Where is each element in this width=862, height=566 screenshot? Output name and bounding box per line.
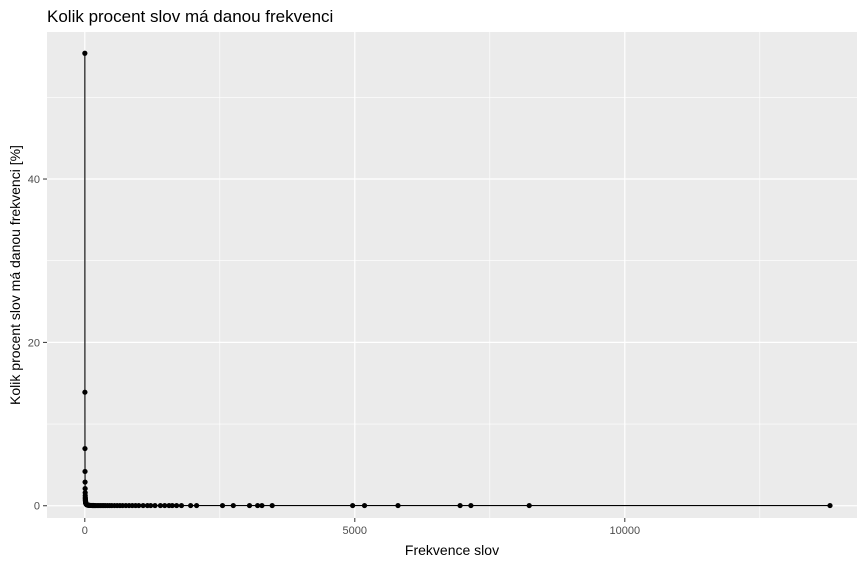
data-point-0-58 — [148, 502, 154, 509]
y-tick-label-1: 20 — [28, 337, 40, 349]
chart-title: Kolik procent slov má danou frekvenci — [47, 7, 333, 26]
data-point-0-2 — [82, 445, 88, 452]
data-point-0-74 — [350, 502, 356, 509]
y-tick-label-0: 0 — [34, 501, 40, 513]
data-point-0-0 — [82, 50, 88, 56]
data-point-0-67 — [193, 502, 200, 509]
data-point-0-80 — [827, 502, 833, 509]
data-point-0-71 — [255, 502, 261, 509]
x-tick-label-1: 5000 — [343, 525, 367, 537]
y-axis-title: Kolik procent slov má danou frekvenci [%… — [7, 145, 23, 405]
data-point-0-56 — [140, 502, 146, 509]
plot-panel — [47, 32, 857, 518]
data-point-0-60 — [157, 502, 163, 509]
data-point-0-76 — [395, 502, 401, 509]
data-point-0-68 — [219, 502, 226, 509]
y-tick-label-2: 40 — [28, 174, 40, 186]
data-point-0-61 — [162, 502, 168, 509]
data-point-0-73 — [269, 502, 275, 509]
data-point-0-78 — [468, 502, 474, 509]
axis-ticks — [43, 178, 626, 522]
data-point-0-70 — [246, 502, 253, 509]
data-point-0-5 — [82, 485, 88, 492]
data-point-0-79 — [526, 502, 532, 509]
x-tick-label-2: 10000 — [610, 525, 641, 537]
series-layer — [82, 50, 833, 509]
grid-minor-lines — [47, 32, 857, 518]
data-point-0-64 — [174, 502, 180, 509]
data-point-0-75 — [361, 502, 368, 509]
data-point-0-72 — [259, 502, 265, 509]
data-point-0-65 — [178, 502, 185, 509]
tick-labels: 0 5000 10000 0 20 40 — [28, 174, 640, 537]
data-point-0-3 — [82, 468, 88, 475]
x-tick-label-0: 0 — [82, 525, 88, 537]
data-point-0-63 — [169, 502, 175, 509]
data-point-0-69 — [230, 502, 236, 509]
data-point-0-1 — [82, 389, 88, 395]
x-axis-title: Frekvence slov — [405, 542, 499, 558]
data-point-0-4 — [82, 479, 88, 485]
data-point-0-66 — [188, 502, 194, 509]
data-point-0-59 — [152, 502, 158, 509]
data-point-0-55 — [136, 502, 142, 509]
data-point-0-77 — [457, 502, 463, 509]
